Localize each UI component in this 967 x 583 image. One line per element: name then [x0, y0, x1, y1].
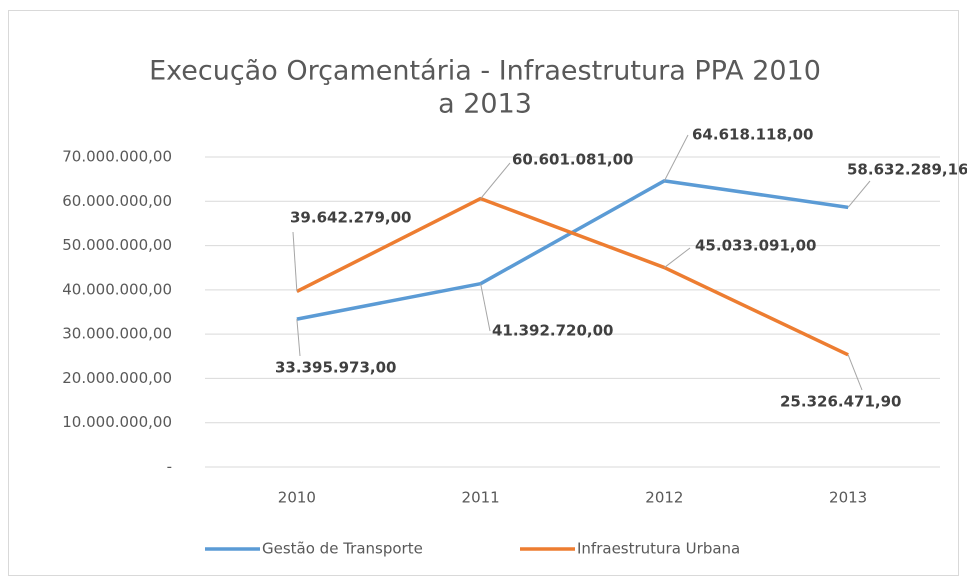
- data-label: 64.618.118,00: [692, 126, 813, 144]
- y-tick-label: 30.000.000,00: [62, 325, 172, 343]
- chart-border: [8, 10, 959, 576]
- y-tick-label: 10.000.000,00: [62, 413, 172, 431]
- leader-line: [847, 180, 871, 208]
- leader-line: [663, 134, 689, 182]
- leader-line: [292, 231, 298, 292]
- leader-line: [480, 162, 511, 199]
- leader-line: [664, 247, 691, 268]
- x-tick-label: 2013: [829, 489, 867, 507]
- legend-label: Gestão de Transporte: [262, 540, 423, 558]
- chart-title: a 2013: [438, 89, 532, 120]
- x-tick-label: 2010: [278, 489, 316, 507]
- data-label: 39.642.279,00: [290, 209, 411, 227]
- y-tick-label: 60.000.000,00: [62, 192, 172, 210]
- y-tick-label: 70.000.000,00: [62, 148, 172, 166]
- chart-title: Execução Orçamentária - Infraestrutura P…: [149, 56, 821, 87]
- x-tick-label: 2012: [645, 489, 683, 507]
- y-tick-label: 50.000.000,00: [62, 236, 172, 254]
- y-tick-label: 40.000.000,00: [62, 280, 172, 298]
- leader-line: [480, 283, 491, 332]
- leader-line: [847, 354, 863, 391]
- data-label: 25.326.471,90: [780, 393, 901, 411]
- data-label: 58.632.289,16: [847, 161, 967, 179]
- legend-label: Infraestrutura Urbana: [577, 540, 740, 558]
- data-label: 60.601.081,00: [512, 151, 633, 169]
- data-label: 33.395.973,00: [275, 359, 396, 377]
- y-tick-label: -: [167, 458, 172, 476]
- line-series: [296, 196, 849, 357]
- y-tick-label: 20.000.000,00: [62, 369, 172, 387]
- leader-line: [296, 319, 301, 357]
- data-label: 45.033.091,00: [695, 237, 816, 255]
- x-tick-label: 2011: [462, 489, 500, 507]
- data-label: 41.392.720,00: [492, 322, 613, 340]
